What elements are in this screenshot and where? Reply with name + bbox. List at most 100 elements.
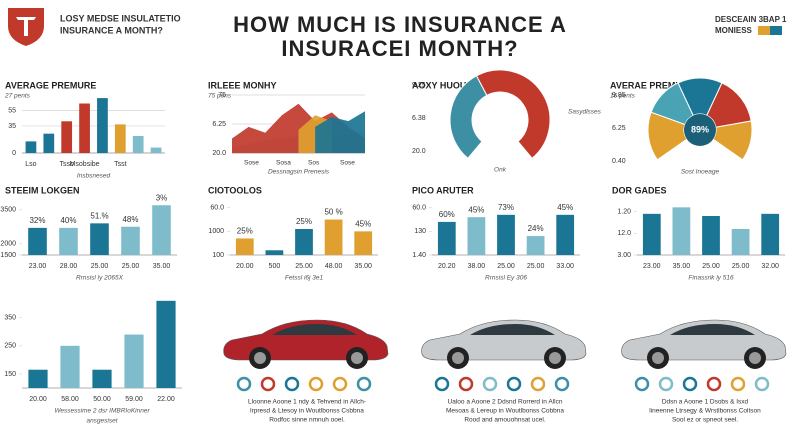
bar bbox=[556, 214, 575, 255]
rim bbox=[254, 352, 266, 364]
bar bbox=[43, 133, 55, 153]
icon bbox=[682, 376, 698, 392]
x-tick-label: 25.00 bbox=[497, 263, 515, 270]
bar bbox=[324, 219, 343, 255]
bar-label: 73% bbox=[498, 203, 514, 212]
legend-label: Sose bbox=[340, 160, 355, 167]
x-tick-label: 20.00 bbox=[236, 263, 254, 270]
caption: Mesoas & Lereup in Woutlbonss Cobbna bbox=[446, 408, 564, 415]
y-tick-label: 1.40 bbox=[412, 252, 426, 259]
bar bbox=[114, 124, 126, 153]
axis-label: 6.38 bbox=[412, 115, 426, 122]
bar bbox=[497, 214, 515, 255]
bar bbox=[61, 121, 73, 153]
x-tick-label: 35.00 bbox=[354, 263, 372, 270]
x-tick-label: 23.00 bbox=[643, 263, 661, 270]
center bbox=[684, 114, 716, 146]
x-tick-label: 20.00 bbox=[29, 396, 47, 403]
x-tick-label: 25.00 bbox=[122, 263, 140, 270]
icon bbox=[754, 376, 770, 392]
x-tick-label: Lso bbox=[25, 161, 36, 168]
bar-label: 32% bbox=[29, 216, 45, 225]
legend-label: Sosa bbox=[276, 160, 291, 167]
legend-swatch bbox=[758, 26, 770, 35]
logo-mark bbox=[16, 17, 36, 36]
logo-text: LOSY MEDSE INSULATETIO bbox=[60, 13, 181, 23]
x-tick-label: 23.00 bbox=[29, 263, 47, 270]
y-tick-label: 1000 bbox=[208, 228, 224, 235]
x-tick-label: 35.00 bbox=[673, 263, 691, 270]
legend-label: Sos bbox=[308, 160, 320, 167]
page-title: INSURACEI MONTH? bbox=[281, 36, 518, 61]
footnote: Fetssl i6j 3e1 bbox=[285, 275, 324, 282]
y-tick-label: 150 bbox=[4, 371, 16, 378]
legend-label: Sose bbox=[244, 160, 259, 167]
bar bbox=[265, 250, 284, 255]
x-tick-label: 38.00 bbox=[468, 263, 486, 270]
logo-text: INSURANCE A MONTH? bbox=[60, 25, 163, 35]
x-tick-label: 25.00 bbox=[702, 263, 720, 270]
y-tick-label: 35 bbox=[8, 123, 16, 130]
bar-label: 51.% bbox=[90, 211, 108, 220]
bar bbox=[60, 345, 80, 388]
chart-title: AVERAE PREMURS bbox=[610, 80, 694, 90]
icon bbox=[284, 376, 300, 392]
bar bbox=[437, 221, 456, 255]
y-tick-label: 60.0 bbox=[210, 205, 224, 212]
icon bbox=[434, 376, 450, 392]
x-tick-label: Tsst bbox=[114, 161, 127, 168]
bar bbox=[25, 141, 37, 153]
car bbox=[223, 319, 389, 369]
bar bbox=[642, 213, 661, 255]
caption: Rodfoc sinne nmnuh ooel. bbox=[269, 417, 345, 424]
x-tick-label: 35.00 bbox=[153, 263, 171, 270]
bar bbox=[132, 135, 144, 153]
area bbox=[315, 111, 365, 153]
y-tick-label: 3500 bbox=[0, 207, 16, 214]
label: Sasydlsses bbox=[568, 109, 602, 116]
y-tick-label: 100 bbox=[212, 252, 224, 259]
icon bbox=[260, 376, 276, 392]
bar-label: 60% bbox=[439, 210, 455, 219]
page-title: HOW MUCH IS INSURANCE A bbox=[233, 12, 567, 37]
bar-label: 3% bbox=[156, 193, 168, 202]
legend-swatch bbox=[770, 26, 782, 35]
y-tick-label: 130 bbox=[414, 228, 426, 235]
bar bbox=[354, 231, 373, 255]
y-tick-label: 6.25 bbox=[212, 121, 226, 128]
footnote: Finassrik ly 516 bbox=[688, 275, 734, 282]
icon bbox=[332, 376, 348, 392]
bar bbox=[28, 227, 47, 255]
chart-title: IRLEEE MONHY bbox=[208, 80, 277, 90]
caption: Lloonne Aoone 1 ndy & Tehvend in Allch- bbox=[248, 399, 366, 406]
caption: Rood and amouohnsat ucel. bbox=[464, 417, 546, 424]
footnote: Insbsnesed bbox=[77, 173, 111, 180]
bar bbox=[79, 103, 90, 153]
x-tick-label: 500 bbox=[269, 263, 281, 270]
segment bbox=[712, 120, 753, 161]
rim bbox=[351, 352, 363, 364]
icon bbox=[634, 376, 650, 392]
icon bbox=[658, 376, 674, 392]
bar bbox=[150, 147, 162, 153]
caption: Ddsn a Aoone 1 Dsobs & Isxd bbox=[662, 399, 749, 406]
icon bbox=[236, 376, 252, 392]
bar bbox=[235, 238, 254, 255]
bar bbox=[28, 369, 48, 388]
car-window bbox=[670, 324, 755, 335]
footnote: Wessessime 2 dsr IMBRIoKinner bbox=[54, 408, 150, 415]
segment bbox=[475, 69, 551, 160]
icon bbox=[730, 376, 746, 392]
x-tick-label: 25.00 bbox=[295, 263, 313, 270]
chart-title: STEEIM LOKGEN bbox=[5, 185, 80, 195]
bar-label: 24% bbox=[528, 224, 544, 233]
y-tick-label: 20.0 bbox=[212, 150, 226, 157]
footnote: Rrnsisl ly 2065X bbox=[76, 275, 124, 282]
rim bbox=[452, 352, 464, 364]
footnote: ansgesiset bbox=[86, 418, 118, 425]
icon bbox=[458, 376, 474, 392]
caption: lrpresd & Ltesoy in Woutlbonss Csbbna bbox=[250, 408, 364, 415]
bar-label: 50 % bbox=[324, 208, 342, 217]
car-window bbox=[272, 324, 357, 335]
